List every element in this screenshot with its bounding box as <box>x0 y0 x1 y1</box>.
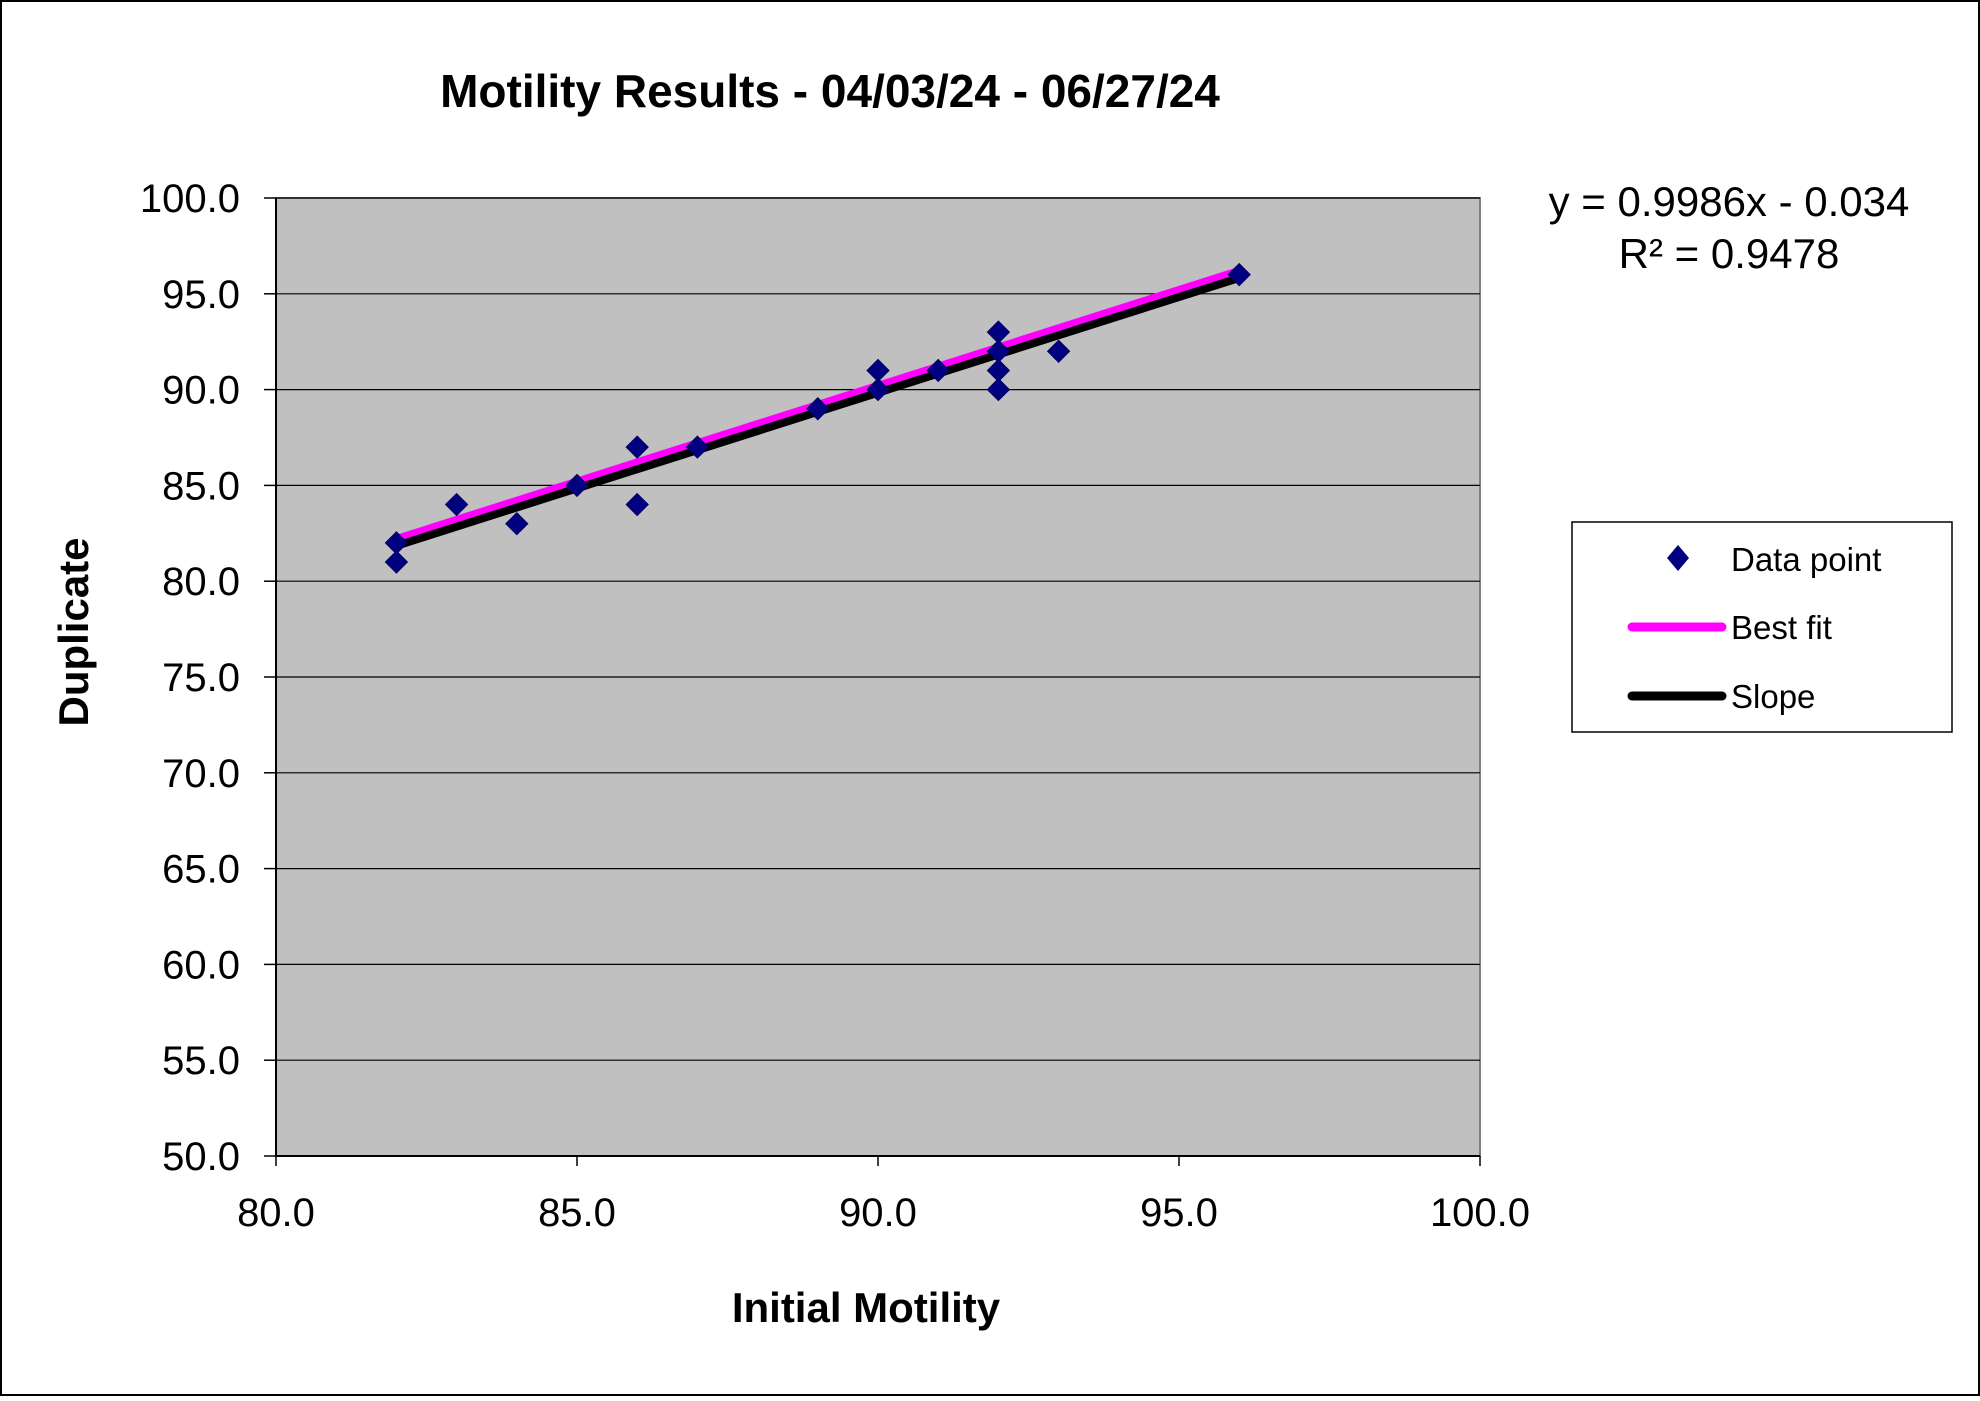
data-point-marker <box>625 435 649 459</box>
data-point-marker <box>806 397 830 421</box>
x-tick-label: 80.0 <box>237 1191 315 1235</box>
data-point-marker <box>565 473 589 498</box>
y-tick-label: 55.0 <box>162 1039 240 1083</box>
y-tick-label: 65.0 <box>162 848 240 892</box>
legend-label-best-fit: Best fit <box>1731 609 1832 646</box>
y-tick-label: 75.0 <box>162 656 240 700</box>
y-tick-label: 70.0 <box>162 752 240 796</box>
y-tick-label: 95.0 <box>162 273 240 317</box>
chart-title: Motility Results - 04/03/24 - 06/27/24 <box>440 65 1220 117</box>
plot-area: 100.0 95.0 90.0 85.0 80.0 75.0 70.0 65.0 60.0 55.… <box>140 177 1530 1235</box>
data-point-marker <box>625 492 649 517</box>
y-tick-label: 90.0 <box>162 369 240 413</box>
trendline-equation: y = 0.9986x - 0.034 <box>1549 178 1910 225</box>
legend-label-slope: Slope <box>1731 678 1815 715</box>
x-tick-label: 85.0 <box>538 1191 616 1235</box>
data-point-marker <box>1227 262 1251 287</box>
data-point-marker <box>444 492 469 517</box>
legend-label-data-point: Data point <box>1731 541 1881 578</box>
x-tick-label: 95.0 <box>1140 1191 1218 1235</box>
data-point-marker <box>986 377 1011 402</box>
r-squared-label: R² = 0.9478 <box>1619 230 1840 277</box>
data-point-marker <box>866 377 890 402</box>
data-point-marker <box>1046 339 1071 363</box>
data-point-marker <box>926 358 950 383</box>
data-point-marker <box>685 435 710 459</box>
y-tick-label: 50.0 <box>162 1135 240 1179</box>
y-tick-label: 60.0 <box>162 943 240 987</box>
legend: Data point Best fit Slope <box>1571 521 1953 733</box>
x-tick-label: 90.0 <box>839 1191 917 1235</box>
y-tick-label: 85.0 <box>162 464 240 508</box>
x-tick-label: 100.0 <box>1430 1191 1530 1235</box>
data-point-marker <box>384 550 409 574</box>
y-tick-label: 100.0 <box>140 177 240 221</box>
y-tick-label: 80.0 <box>162 560 240 604</box>
x-axis-title: Initial Motility <box>732 1284 1001 1331</box>
y-axis-title: Duplicate <box>50 537 97 726</box>
legend-diamond-marker <box>1667 545 1689 571</box>
data-point-marker <box>505 512 529 536</box>
